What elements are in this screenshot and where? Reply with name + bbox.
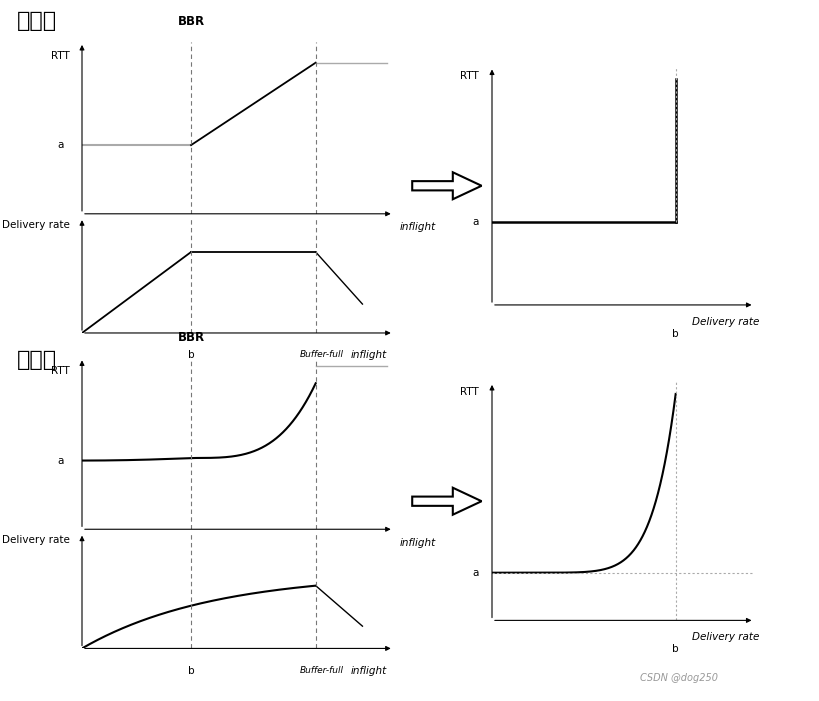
Text: a: a: [57, 456, 63, 465]
Text: RTT: RTT: [459, 72, 478, 81]
Polygon shape: [412, 172, 481, 199]
Text: Delivery rate: Delivery rate: [691, 317, 758, 327]
Text: Buffer-full: Buffer-full: [300, 666, 343, 675]
Text: RTT: RTT: [459, 387, 478, 397]
Text: a: a: [57, 140, 63, 150]
Text: b: b: [188, 666, 194, 676]
Text: a: a: [472, 568, 478, 578]
Text: Buffer-full: Buffer-full: [300, 350, 343, 360]
Text: Delivery rate: Delivery rate: [2, 219, 70, 230]
Text: b: b: [672, 644, 678, 654]
Text: inflight: inflight: [351, 350, 387, 360]
Text: b: b: [188, 350, 194, 360]
Text: 现实：: 现实：: [16, 350, 57, 371]
Text: inflight: inflight: [351, 666, 387, 676]
Text: BBR: BBR: [177, 331, 205, 343]
Text: a: a: [472, 217, 478, 226]
Text: inflight: inflight: [400, 538, 436, 548]
Text: CSDN @dog250: CSDN @dog250: [639, 674, 717, 683]
Polygon shape: [412, 488, 481, 515]
Text: Delivery rate: Delivery rate: [691, 632, 758, 642]
Text: RTT: RTT: [51, 50, 70, 61]
Text: b: b: [672, 329, 678, 339]
Text: inflight: inflight: [400, 222, 436, 233]
Text: 理想：: 理想：: [16, 11, 57, 31]
Text: Delivery rate: Delivery rate: [2, 535, 70, 545]
Text: BBR: BBR: [177, 15, 205, 28]
Text: RTT: RTT: [51, 366, 70, 376]
